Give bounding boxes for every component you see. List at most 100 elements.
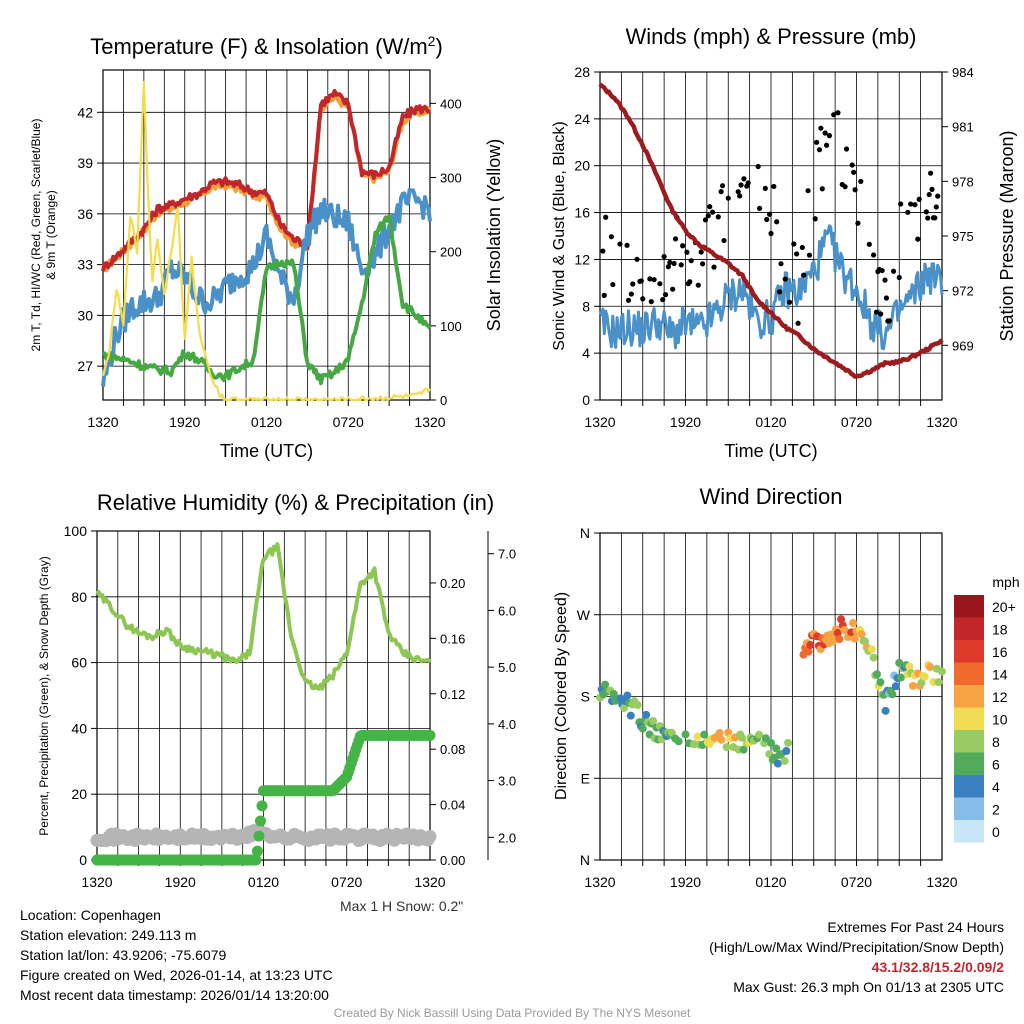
gust-point	[908, 201, 914, 207]
y-tick-label-winds: 16	[574, 205, 590, 221]
precipitation-point	[254, 815, 266, 827]
precipitation-point	[424, 729, 436, 741]
y-tick-label-humidity: 0	[79, 852, 87, 868]
wind-direction-point	[806, 641, 815, 650]
gust-point	[935, 193, 941, 199]
extremes-panel: Extremes For Past 24 Hours (High/Low/Max…	[709, 917, 1004, 997]
x-tick-label-humidity: 0720	[331, 874, 362, 890]
wind-direction-point	[667, 728, 676, 737]
gust-point	[932, 215, 938, 221]
wind-direction-point	[626, 711, 635, 720]
gust-point	[799, 244, 805, 251]
wind-direction-point	[601, 680, 610, 689]
x-tick-label-humidity: 0120	[248, 874, 279, 890]
gust-point	[768, 230, 774, 237]
y2-tick-label-temp: 200	[440, 245, 462, 260]
y2-tick-label-precip: 0.00	[440, 853, 465, 868]
station-info: Location: Copenhagen Station elevation: …	[20, 905, 333, 1005]
gust-point	[715, 214, 721, 220]
y2-tick-label-temp: 0	[440, 393, 447, 408]
gust-point	[812, 216, 818, 222]
gust-point	[680, 243, 686, 249]
gust-point	[782, 276, 788, 282]
y-tick-label-direction: E	[581, 770, 590, 786]
gust-point	[871, 252, 877, 258]
gust-point	[634, 256, 640, 262]
gust-point	[896, 274, 902, 281]
gust-point	[766, 211, 773, 217]
x-tick-label-temp: 0720	[333, 414, 364, 430]
y-tick-label-winds: 4	[582, 345, 590, 361]
gust-point	[926, 191, 932, 198]
gust-point	[882, 277, 888, 283]
y-tick-label-temp: 33	[77, 257, 93, 273]
wind-direction-point	[700, 730, 709, 739]
gust-point	[898, 201, 904, 207]
gust-point	[705, 213, 711, 219]
gust-point	[757, 205, 763, 211]
precipitation-point	[253, 830, 265, 842]
y2-tick-label-winds: 981	[952, 120, 974, 135]
gust-point	[711, 264, 717, 270]
x-tick-label-direction: 0720	[841, 874, 872, 890]
wind-direction-point	[888, 690, 897, 699]
gust-point	[762, 185, 768, 191]
x-tick-label-direction: 1320	[584, 874, 615, 890]
wind-direction-point	[715, 729, 724, 738]
wind-direction-point	[717, 735, 726, 744]
colorbar-swatch	[954, 640, 984, 663]
wind-direction-point	[724, 728, 733, 737]
gust-point	[933, 204, 939, 210]
extremes-subtitle: (High/Low/Max Wind/Precipitation/Snow De…	[709, 939, 1004, 955]
gust-point	[698, 249, 704, 255]
gust-point	[745, 180, 751, 186]
y2-tick-label-precip: 0.08	[440, 742, 465, 757]
gust-point	[707, 204, 713, 210]
colorbar-swatch	[954, 595, 984, 618]
colorbar-label: 12	[992, 689, 1008, 705]
latest-text: Most recent data timestamp: 2026/01/14 1…	[20, 987, 329, 1003]
gust-point	[601, 292, 607, 298]
title-superscript: 2	[428, 33, 436, 49]
colorbar-label: 16	[992, 644, 1008, 660]
extremes-values: 43.1/32.8/15.2/0.09/2	[871, 959, 1004, 975]
colorbar-label: 6	[992, 757, 1000, 773]
y2-tick-label-snow: 6.0	[498, 603, 516, 618]
wind-direction-point	[722, 743, 731, 752]
y-tick-label-humidity: 80	[71, 589, 87, 605]
colorbar-label: 2	[992, 802, 1000, 818]
gust-point	[709, 209, 716, 215]
y2-tick-label-winds: 978	[952, 174, 974, 189]
wind-direction-point	[739, 745, 748, 754]
gust-point	[684, 249, 690, 255]
y2-tick-label-snow: 3.0	[498, 774, 516, 789]
gust-point	[624, 242, 630, 248]
y-tick-label-winds: 28	[574, 64, 590, 80]
gust-point	[878, 311, 884, 317]
y2-tick-label-winds: 975	[952, 229, 974, 244]
colorbar-swatch	[954, 707, 984, 730]
wind-direction-point	[908, 681, 917, 690]
x-tick-label-winds: 1320	[584, 414, 615, 430]
gust-point	[855, 220, 861, 226]
gust-point	[755, 163, 761, 170]
gust-point	[665, 264, 672, 270]
colorbar-swatch	[954, 797, 984, 820]
gust-point	[905, 209, 911, 215]
colorbar-swatch	[954, 752, 984, 775]
colorbar-label: 8	[992, 734, 1000, 750]
wind-direction-point	[693, 732, 702, 741]
gust-point	[630, 281, 636, 287]
wind-direction-point	[674, 737, 683, 746]
wind-direction-point	[623, 691, 632, 700]
gust-point	[608, 234, 615, 240]
gust-point	[791, 241, 797, 247]
wind-direction-point	[642, 710, 651, 719]
gust-point	[738, 182, 744, 188]
y2-tick-label-temp: 300	[440, 171, 462, 186]
wind-direction-point	[861, 637, 870, 646]
y-tick-label-winds: 20	[574, 158, 590, 174]
chart-title-temperature: Temperature (F) & Insolation (W/m2)	[90, 33, 443, 59]
max-gust-text: Max Gust: 26.3 mph On 01/13 at 2305 UTC	[733, 979, 1004, 995]
